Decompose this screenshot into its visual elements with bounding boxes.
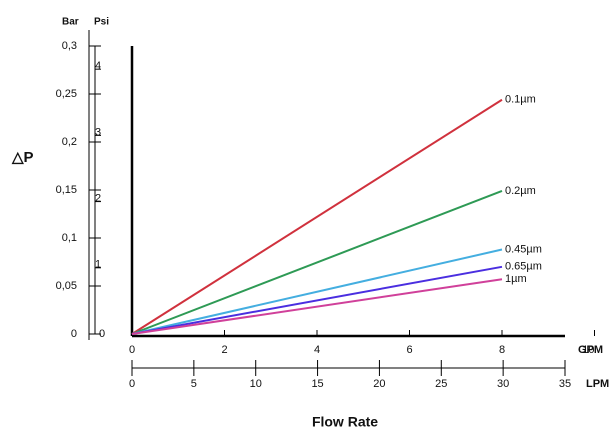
y-tick-label: 0,15 xyxy=(56,184,77,196)
x2-tick-label: 30 xyxy=(497,378,509,390)
x-tick-label: 4 xyxy=(314,344,320,356)
legend-label: 0.45µm xyxy=(505,243,542,255)
y-tick-label: 0 xyxy=(71,328,77,340)
y-tick-label: 0,05 xyxy=(56,280,77,292)
y-tick-label: 0,2 xyxy=(62,136,77,148)
x2-tick-label: 25 xyxy=(435,378,447,390)
x-tick-label: 8 xyxy=(499,344,505,356)
y-tick-label: 0,25 xyxy=(56,88,77,100)
y2-tick-label: 4 xyxy=(95,60,101,72)
x2-tick-label: 0 xyxy=(129,378,135,390)
series-line xyxy=(131,98,503,335)
x-tick-label: 6 xyxy=(406,344,412,356)
x2-tick-label: 15 xyxy=(311,378,323,390)
series-line xyxy=(131,265,503,335)
x2-tick-label: 5 xyxy=(191,378,197,390)
legend-label: 0.65µm xyxy=(505,261,542,273)
x-tick-label: 0 xyxy=(129,344,135,356)
y-axis-title: △P xyxy=(11,149,34,166)
y-tick-label: 0,1 xyxy=(62,232,77,244)
series-line xyxy=(131,278,503,335)
x2-tick-label: 10 xyxy=(250,378,262,390)
x-tick-label: 2 xyxy=(221,344,227,356)
x2-tick-label: 35 xyxy=(559,378,571,390)
legend-label: 0.2µm xyxy=(505,185,536,197)
y2-tick-label: 3 xyxy=(95,126,101,138)
x-tick-label: 10 xyxy=(582,344,594,356)
series-line xyxy=(131,248,503,335)
y-tick-label: 0,3 xyxy=(62,40,77,52)
x-unit: GPM xyxy=(578,344,603,356)
x2-unit: LPM xyxy=(586,378,609,390)
y2-unit: Psi xyxy=(94,17,109,28)
y-unit: Bar xyxy=(62,17,79,28)
legend-label: 1µm xyxy=(505,273,527,285)
x2-tick-label: 20 xyxy=(373,378,385,390)
y2-tick-label: 2 xyxy=(95,192,101,204)
series-line xyxy=(131,190,503,335)
y2-tick-label: 1 xyxy=(95,259,101,271)
legend-label: 0.1µm xyxy=(505,94,536,106)
x-axis-title: Flow Rate xyxy=(312,414,378,430)
y2-tick-label: 0 xyxy=(99,328,105,340)
